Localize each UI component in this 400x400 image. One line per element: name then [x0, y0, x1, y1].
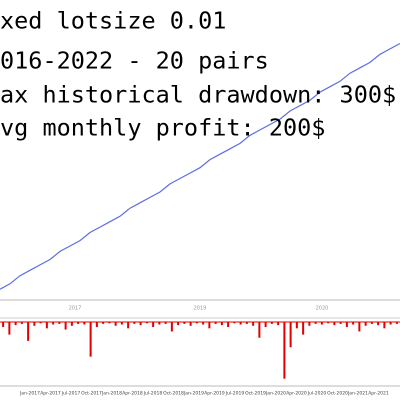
- x-tick-label: Jan-2018: [101, 391, 122, 397]
- drawdown-bar: [283, 322, 286, 379]
- x-tick-label: Jan-2021: [347, 391, 368, 397]
- drawdown-bar: [95, 322, 98, 328]
- drawdown-bar: [389, 322, 392, 325]
- drawdown-bar: [8, 322, 11, 335]
- drawdown-bar: [339, 322, 342, 324]
- drawdown-bar: [308, 322, 311, 326]
- drawdown-bar: [377, 322, 380, 326]
- overlay-text: xed lotsize 0.01 016-2022 - 20 pairs ax hi…: [0, 7, 396, 142]
- x-tick-label: Apr-2021: [368, 391, 389, 397]
- drawdown-bar: [383, 322, 386, 329]
- drawdown-bar: [114, 322, 117, 326]
- drawdown-bar: [302, 322, 305, 335]
- drawdown-bar: [295, 322, 298, 329]
- x-tick-label: Jul-2018: [143, 391, 163, 397]
- overlay-line: 016-2022 - 20 pairs: [0, 47, 269, 75]
- drawdown-bar: [120, 322, 123, 325]
- drawdown-bar: [227, 322, 230, 328]
- drawdown-bar: [364, 322, 367, 326]
- drawdown-bar: [314, 322, 317, 324]
- drawdown-bar: [358, 322, 361, 332]
- drawdown-bar: [27, 322, 30, 341]
- drawdown-bar: [64, 322, 67, 330]
- drawdown-bar: [139, 322, 142, 326]
- drawdown-bar: [252, 322, 255, 326]
- drawdown-bar: [20, 322, 23, 324]
- x-tick-label: Oct-2020: [327, 391, 348, 397]
- overlay-line: xed lotsize 0.01: [0, 7, 226, 35]
- x-tick-label: Apr-2017: [40, 391, 61, 397]
- drawdown-bar: [208, 322, 211, 329]
- x-tick-label: Jul-2017: [61, 391, 81, 397]
- overlay-line: vg monthly profit: 200$: [0, 114, 325, 142]
- drawdown-bar: [195, 322, 198, 324]
- drawdown-bar: [177, 322, 180, 326]
- equity-line: [0, 42, 400, 290]
- drawdown-bar: [45, 322, 48, 329]
- drawdown-bar: [270, 322, 273, 324]
- year-label: 2017: [69, 306, 82, 312]
- x-tick-label: Apr-2019: [204, 391, 225, 397]
- drawdown-bar: [202, 322, 205, 325]
- drawdown-bar: [108, 322, 111, 324]
- drawdown-bar: [395, 322, 398, 324]
- drawdown-bar: [102, 322, 105, 324]
- year-label: 2019: [194, 306, 207, 312]
- drawdown-bar: [233, 322, 236, 324]
- drawdown-bar: [164, 322, 167, 324]
- drawdown-bar: [83, 322, 86, 325]
- drawdown-bar: [320, 322, 323, 325]
- drawdown-bar: [333, 322, 336, 326]
- drawdown-bar: [70, 322, 73, 326]
- drawdown-bar: [33, 322, 36, 326]
- x-tick-label: Jul-2020: [307, 391, 327, 397]
- x-tick-label: Jan-2019: [183, 391, 204, 397]
- drawdown-bar: [352, 322, 355, 325]
- x-tick-label: Jan-2020: [265, 391, 286, 397]
- drawdown-bar: [245, 322, 248, 324]
- x-tick-label: Jul-2019: [225, 391, 245, 397]
- drawdown-bar: [239, 322, 242, 325]
- drawdown-bar: [327, 322, 330, 324]
- drawdown-bar: [89, 322, 92, 357]
- drawdown-bar: [58, 322, 61, 324]
- x-tick-label: Oct-2018: [163, 391, 184, 397]
- drawdown-bar: [158, 322, 161, 325]
- drawdown-bar: [39, 322, 42, 324]
- year-label: 2020: [316, 306, 329, 312]
- drawdown-bar: [170, 322, 173, 332]
- drawdown-bar: [14, 322, 17, 326]
- x-tick-label: Oct-2017: [81, 391, 102, 397]
- drawdown-bar: [189, 322, 192, 326]
- x-tick-label: Jan-2017: [19, 391, 40, 397]
- x-tick-label: Apr-2018: [122, 391, 143, 397]
- drawdown-bar: [133, 322, 136, 324]
- drawdown-bar: [370, 322, 373, 324]
- drawdown-bar: [77, 322, 80, 324]
- overlay-line: ax historical drawdown: 300$: [0, 81, 396, 109]
- drawdown-bar: [183, 322, 186, 324]
- drawdown-bar: [345, 322, 348, 328]
- drawdown-bar: [145, 322, 148, 324]
- drawdown-bar: [277, 322, 280, 326]
- x-tick-label: Oct-2019: [245, 391, 266, 397]
- drawdown-bar: [289, 322, 292, 348]
- drawdown-bar: [152, 322, 155, 328]
- drawdown-bar: [52, 322, 55, 325]
- drawdown-bar: [220, 322, 223, 326]
- drawdown-bar: [127, 322, 130, 329]
- drawdown-bar: [258, 322, 261, 338]
- drawdown-bar: [2, 322, 5, 328]
- x-tick-label: Apr-2020: [286, 391, 307, 397]
- drawdown-bar: [214, 322, 217, 324]
- drawdown-bar: [264, 322, 267, 328]
